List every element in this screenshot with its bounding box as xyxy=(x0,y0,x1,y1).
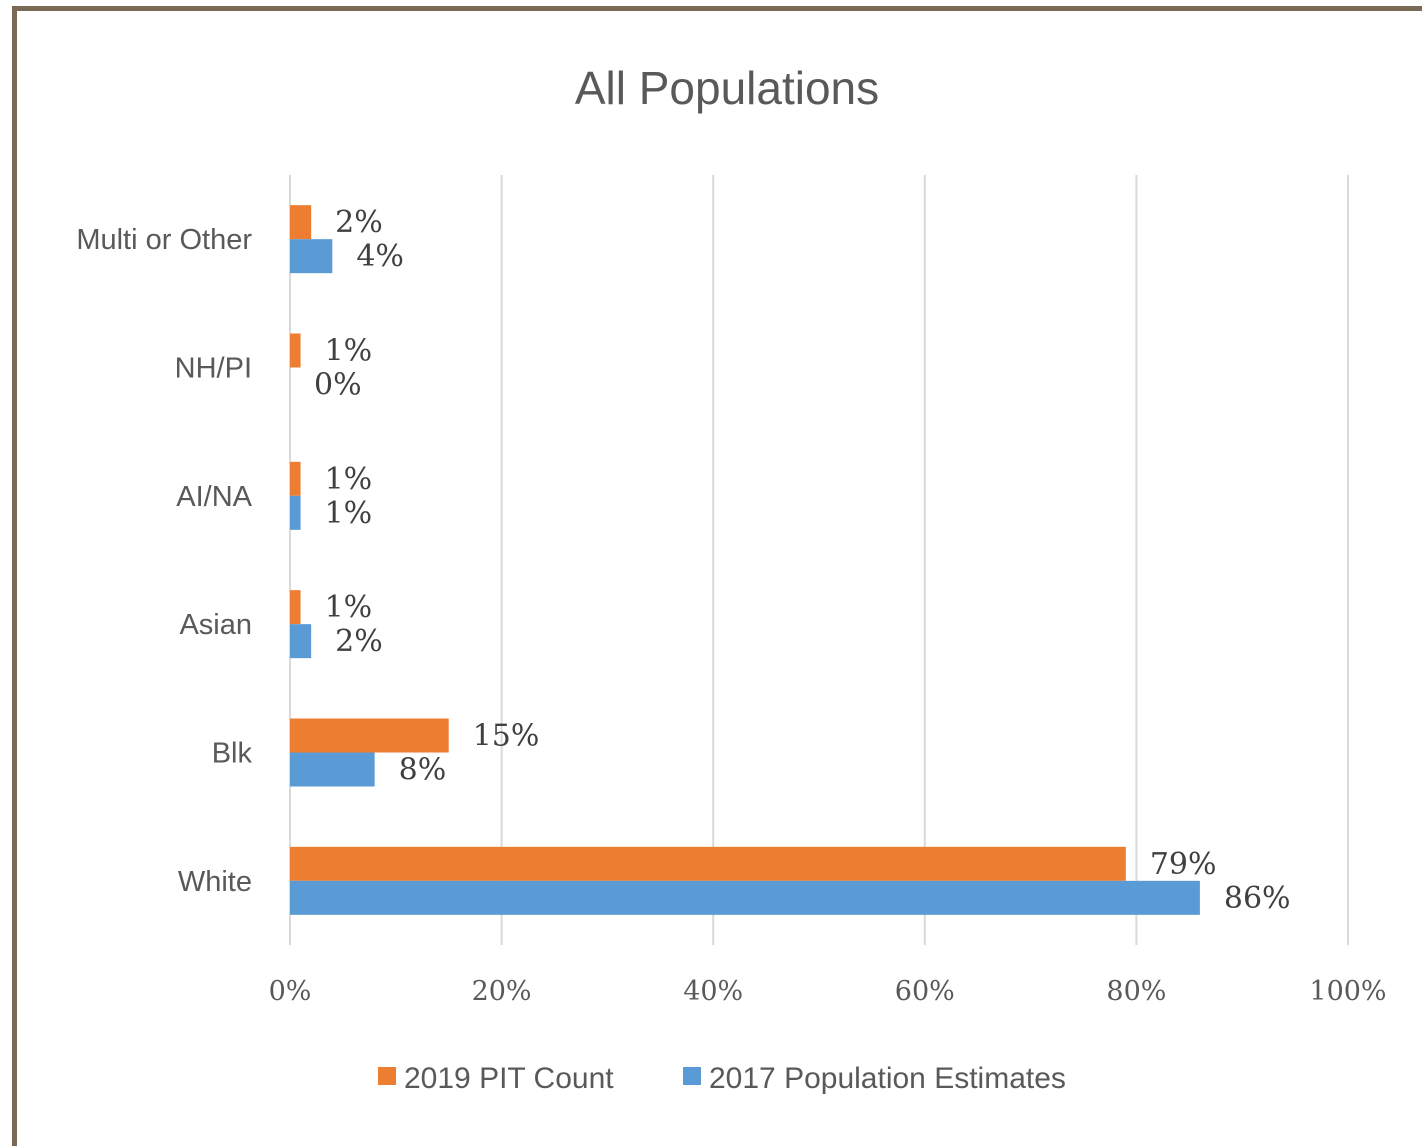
gridlines xyxy=(289,175,1349,945)
chart-frame xyxy=(12,6,1422,1146)
bar-pit-2019 xyxy=(290,333,301,368)
category-labels: White Blk Asian AI/NA NH/PI Multi or Other xyxy=(76,224,252,898)
data-label: 2% xyxy=(335,205,383,240)
x-tick-label: 0% xyxy=(269,976,312,1007)
data-label: 79% xyxy=(1150,847,1217,882)
bar-pit-2019 xyxy=(290,590,301,625)
bar-pit-2019 xyxy=(290,461,301,496)
data-label: 1% xyxy=(325,496,373,531)
bar-pit-2019 xyxy=(290,846,1126,881)
data-label: 1% xyxy=(325,462,373,497)
category-label: Asian xyxy=(179,609,252,641)
x-tick-label: 80% xyxy=(1106,976,1166,1007)
category-label: NH/PI xyxy=(175,353,252,385)
category-label: Multi or Other xyxy=(76,224,252,256)
x-tick-label: 20% xyxy=(472,976,532,1007)
data-labels: 79%86%15%8%1%2%1%1%1%0%2%4% xyxy=(314,205,1291,916)
bar-pop-2017 xyxy=(290,752,375,787)
data-label: 86% xyxy=(1224,881,1291,916)
bar-pit-2019 xyxy=(290,205,312,240)
legend-label: 2017 Population Estimates xyxy=(709,1062,1066,1095)
x-tick-labels: 0% 20% 40% 60% 80% 100% xyxy=(269,976,1387,1007)
bar-pop-2017 xyxy=(290,495,301,530)
data-label: 0% xyxy=(314,368,362,403)
data-label: 4% xyxy=(356,239,404,274)
chart-title: All Populations xyxy=(575,62,879,114)
bar-pop-2017 xyxy=(290,239,333,274)
legend-swatch xyxy=(683,1067,701,1085)
data-label: 15% xyxy=(473,719,540,754)
data-label: 2% xyxy=(335,624,383,659)
category-label: AI/NA xyxy=(176,481,252,513)
data-label: 1% xyxy=(325,590,373,625)
x-tick-label: 40% xyxy=(683,976,743,1007)
legend-swatch xyxy=(378,1067,396,1085)
data-label: 8% xyxy=(399,753,447,788)
x-tick-label: 100% xyxy=(1309,976,1386,1007)
data-label: 1% xyxy=(325,334,373,369)
bar-pop-2017 xyxy=(290,880,1200,915)
legend: 2019 PIT Count 2017 Population Estimates xyxy=(378,1062,1066,1095)
bars xyxy=(290,205,1200,915)
bar-pop-2017 xyxy=(290,624,312,659)
x-tick-label: 60% xyxy=(895,976,955,1007)
category-label: Blk xyxy=(212,738,253,770)
category-label: White xyxy=(178,866,252,898)
bar-pit-2019 xyxy=(290,718,449,753)
legend-label: 2019 PIT Count xyxy=(404,1062,614,1095)
